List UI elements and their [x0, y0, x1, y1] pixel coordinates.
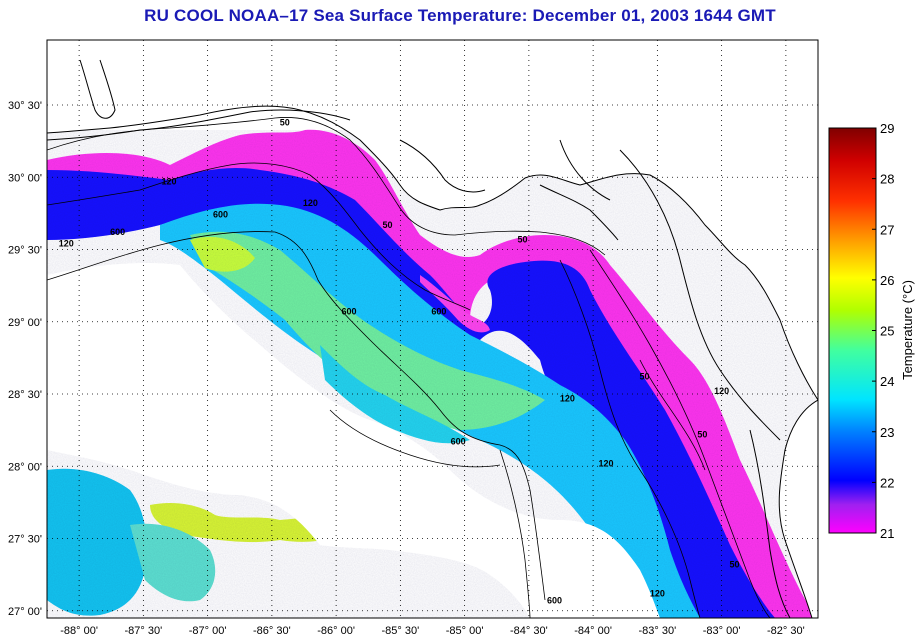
- contour-labels: 50 120 600 600 120 120 50 50 600 600 50 120 600 120 12…: [59, 117, 740, 605]
- lon-tick-label: -86° 30': [253, 625, 291, 637]
- lat-tick-label: 29° 00': [8, 317, 42, 329]
- colorbar-tick-label: 25: [880, 324, 894, 339]
- contour-label: 120: [303, 198, 318, 208]
- contour-label: 600: [341, 307, 356, 317]
- lon-tick-label: -88° 00': [60, 625, 98, 637]
- colorbar-tick-label: 27: [880, 222, 894, 237]
- lat-tick-label: 28° 00': [8, 461, 42, 473]
- contour-label: 120: [162, 177, 177, 187]
- sst-field: [47, 129, 818, 618]
- contour-label: 50: [383, 220, 393, 230]
- contour-label: 600: [213, 210, 228, 220]
- colorbar-tick-label: 22: [880, 475, 894, 490]
- lon-tick-label: -87° 00': [189, 625, 227, 637]
- contour-label: 600: [110, 227, 125, 237]
- contour-label: 50: [517, 234, 527, 244]
- colorbar: 21 22 23 24 25 26 27 28 29 Temperature (°C): [828, 121, 915, 541]
- latitude-labels: 30° 30' 30° 00' 29° 30' 29° 00' 28° 30' 28° 0…: [8, 100, 42, 618]
- contour-label: 120: [598, 458, 613, 468]
- colorbar-gradient: [828, 127, 877, 534]
- contour-label: 120: [714, 386, 729, 396]
- lon-tick-label: -85° 30': [382, 625, 420, 637]
- map-title: RU COOL NOAA–17 Sea Surface Temperature:…: [144, 6, 776, 25]
- longitude-labels: -88° 00' -87° 30' -87° 00' -86° 30' -86° 00'…: [60, 625, 804, 637]
- lon-tick-label: -83° 30': [639, 625, 677, 637]
- contour-label: 120: [650, 588, 665, 598]
- lat-lon-grid: [47, 40, 818, 618]
- contour-label: 50: [729, 559, 739, 569]
- contour-label: 120: [59, 239, 74, 249]
- contour-label: 600: [547, 596, 562, 606]
- lon-tick-label: -84° 30': [510, 625, 548, 637]
- map-frame: [46, 39, 819, 619]
- contour-label: 50: [280, 117, 290, 127]
- cloud-mask: [47, 263, 660, 618]
- colorbar-tick-label: 28: [880, 172, 894, 187]
- contour-label: 120: [560, 393, 575, 403]
- lat-tick-label: 30° 00': [8, 172, 42, 184]
- colorbar-tick-label: 23: [880, 425, 894, 440]
- colorbar-ticks: 21 22 23 24 25 26 27 28 29: [872, 121, 894, 541]
- colorbar-tick-label: 26: [880, 273, 894, 288]
- lat-tick-label: 28° 30': [8, 389, 42, 401]
- lat-tick-label: 29° 30': [8, 245, 42, 257]
- colorbar-tick-label: 29: [880, 121, 894, 136]
- lon-tick-label: -86° 00': [317, 625, 355, 637]
- lon-tick-label: -82° 30': [767, 625, 805, 637]
- lat-tick-label: 30° 30': [8, 100, 42, 112]
- contour-label: 600: [431, 307, 446, 317]
- land-peninsula: [778, 399, 818, 618]
- lon-tick-label: -87° 30': [125, 625, 163, 637]
- lon-tick-label: -83° 00': [703, 625, 741, 637]
- lat-tick-label: 27° 30': [8, 534, 42, 546]
- contour-label: 600: [451, 437, 466, 447]
- colorbar-tick-label: 24: [880, 374, 894, 389]
- bathymetry-contours: [47, 117, 771, 618]
- colorbar-title: Temperature (°C): [900, 280, 915, 380]
- lon-tick-label: -84° 00': [574, 625, 612, 637]
- colorbar-tick-label: 21: [880, 526, 894, 541]
- land-masses: [47, 40, 818, 618]
- lon-tick-label: -85° 00': [446, 625, 484, 637]
- lat-tick-label: 27° 00': [8, 606, 42, 618]
- contour-label: 50: [640, 372, 650, 382]
- land-panhandle: [47, 40, 818, 401]
- contour-label: 50: [697, 429, 707, 439]
